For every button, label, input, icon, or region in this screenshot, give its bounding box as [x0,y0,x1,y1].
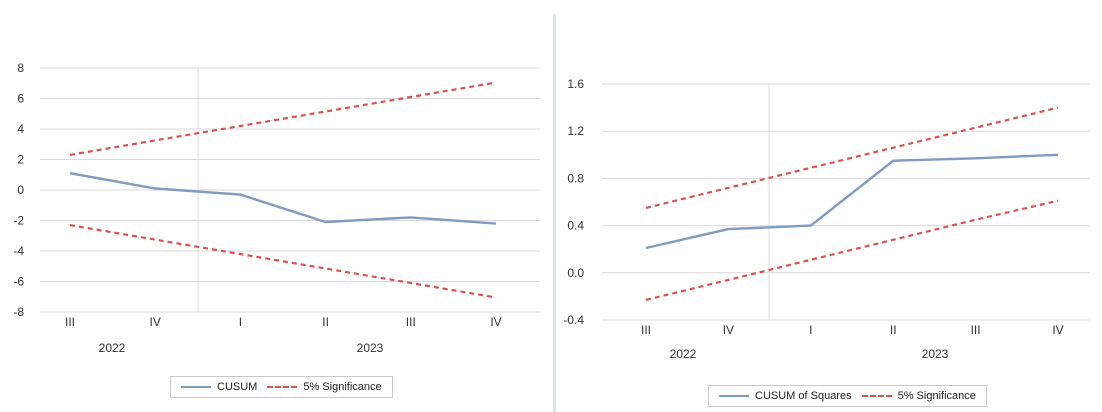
cusumsq-year-label: 2022 [670,347,697,361]
legend-item-significance: 5% Significance [267,381,382,393]
cusumsq-series-line [645,153,1059,250]
legend-label: 5% Significance [303,381,382,393]
cusum-year-label: 2023 [357,341,384,355]
legend-item-significance: 5% Significance [861,390,976,402]
cusumsq-x-tick-label: III [641,323,651,337]
cusum-y-tick-label: 6 [17,92,24,106]
cusum-y-tick-label: 0 [17,183,24,197]
cusum-series-line [69,172,497,225]
cusumsq-significance-line-2 [645,199,1059,301]
legend-label: CUSUM of Squares [755,390,852,402]
solid-line-swatch-icon [181,386,211,388]
cusum-x-tick-label: IV [490,315,501,329]
cusumsq-x-tick-label: III [971,323,981,337]
cusumsq-x-tick-label: II [890,323,897,337]
cusum-x-tick-label: I [239,315,242,329]
cusum-y-tick-label: -8 [13,305,24,319]
cusum-x-tick-label: III [65,315,75,329]
cusum-y-tick-label: 8 [17,61,24,75]
cusumsq-y-tick-label: 1.2 [567,124,584,138]
cusumsq-y-tick-label: 1.6 [567,77,584,91]
cusumsq-significance-line-1 [645,106,1059,209]
cusumsq-x-tick-label: IV [723,323,734,337]
cusum-legend: CUSUM 5% Significance [170,376,393,398]
cusum-y-tick-label: -2 [13,214,24,228]
legend-label: 5% Significance [897,390,976,402]
cusum-x-tick-label: III [406,315,416,329]
cusum-significance-line-2 [69,224,497,299]
dashed-line-swatch-icon [861,395,892,397]
cusumsq-y-tick-label: 0.8 [567,171,584,185]
cusumsq-x-tick-label: IV [1052,323,1063,337]
cusumsq-y-tick-label: -0.4 [563,313,584,327]
cusumsq-y-tick-label: 0.0 [567,266,584,280]
cusum-year-label: 2022 [99,341,126,355]
cusum-y-tick-label: 4 [17,122,24,136]
cusum-x-tick-label: IV [150,315,161,329]
cusum-significance-line-1 [69,81,497,156]
cusum-x-tick-label: II [322,315,329,329]
cusumsq-y-tick-label: 0.4 [567,219,584,233]
legend-label: CUSUM [217,381,258,393]
legend-item-cusum-squares: CUSUM of Squares [719,390,852,402]
panel-divider [553,14,556,412]
legend-item-cusum: CUSUM [181,381,257,393]
dashed-line-swatch-icon [267,386,298,388]
cusum-y-tick-label: -6 [13,275,24,289]
cusumsq-x-tick-label: I [809,323,812,337]
cusum-y-tick-label: 2 [17,153,24,167]
cusumsq-year-label: 2023 [922,347,949,361]
cusum-squares-legend: CUSUM of Squares 5% Significance [708,385,987,407]
solid-line-swatch-icon [719,395,749,397]
cusum-y-tick-label: -4 [13,244,24,258]
